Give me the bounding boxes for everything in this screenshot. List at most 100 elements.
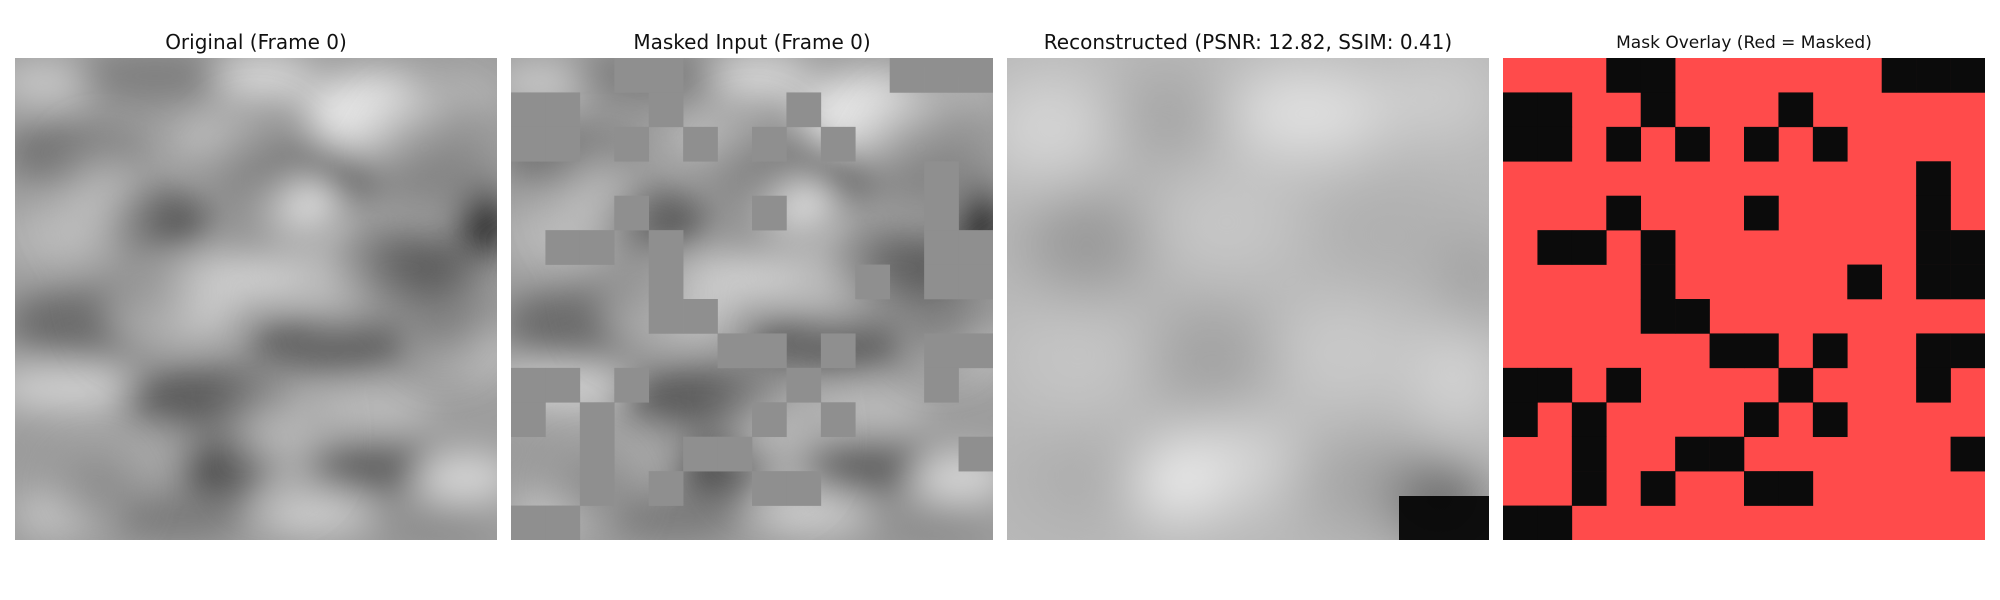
visible-block: [1606, 368, 1641, 403]
visible-block: [1606, 127, 1641, 162]
visible-block: [1572, 471, 1607, 506]
visible-block: [1641, 265, 1676, 300]
masked-input-panel: Masked Input (Frame 0): [511, 0, 993, 600]
masked-block: [752, 196, 787, 231]
visible-block: [1951, 230, 1985, 265]
visible-block: [1710, 333, 1745, 368]
masked-block: [580, 471, 615, 506]
masked-block: [752, 471, 787, 506]
visible-block: [1537, 230, 1572, 265]
visible-block: [1778, 92, 1813, 127]
visible-block: [1847, 265, 1882, 300]
masked-block: [959, 265, 993, 300]
visible-block: [1778, 368, 1813, 403]
masked-block: [683, 437, 718, 472]
masked-block: [649, 299, 684, 334]
masked-block: [545, 506, 580, 540]
masked-block: [511, 92, 546, 127]
visible-block: [1951, 265, 1985, 300]
reconstructed-texture: [1007, 58, 1489, 540]
masked-block: [545, 127, 580, 162]
original-image: [15, 58, 497, 540]
visible-block: [1503, 402, 1538, 437]
visible-block: [1916, 368, 1951, 403]
visible-block: [1503, 506, 1538, 540]
masked-block: [511, 506, 546, 540]
visible-block: [1813, 402, 1848, 437]
visible-block: [1606, 58, 1641, 93]
masked-block: [614, 368, 649, 403]
masked-block: [649, 92, 684, 127]
reconstructed-image: [1007, 58, 1489, 540]
visible-block: [1813, 333, 1848, 368]
visible-block: [1916, 333, 1951, 368]
visible-block: [1675, 299, 1710, 334]
original-title: Original (Frame 0): [15, 30, 497, 54]
masked-block: [924, 196, 959, 231]
visible-block: [1641, 471, 1676, 506]
masked-block: [959, 58, 993, 93]
masked-block: [545, 92, 580, 127]
masked-input-texture: [511, 58, 993, 540]
masked-block: [821, 402, 856, 437]
masked-block: [924, 161, 959, 196]
visible-block: [1572, 230, 1607, 265]
masked-block: [614, 196, 649, 231]
masked-block: [545, 368, 580, 403]
masked-block: [821, 127, 856, 162]
masked-block: [786, 471, 821, 506]
dark-corner-block: [1399, 496, 1489, 540]
visible-block: [1537, 506, 1572, 540]
masked-input-title: Masked Input (Frame 0): [511, 30, 993, 54]
visible-block: [1710, 437, 1745, 472]
masked-block: [752, 333, 787, 368]
visible-block: [1916, 230, 1951, 265]
masked-input-image: [511, 58, 993, 540]
visible-block: [1882, 58, 1917, 93]
visible-block: [1951, 333, 1985, 368]
masked-block: [924, 58, 959, 93]
masked-block: [890, 58, 925, 93]
visible-block: [1675, 127, 1710, 162]
masked-block: [786, 92, 821, 127]
masked-block: [718, 333, 753, 368]
reconstructed-panel: Reconstructed (PSNR: 12.82, SSIM: 0.41): [1007, 0, 1489, 600]
visible-block: [1537, 92, 1572, 127]
masked-block: [614, 127, 649, 162]
visible-block: [1916, 58, 1951, 93]
masked-block: [580, 230, 615, 265]
masked-block: [683, 299, 718, 334]
original-texture: [15, 58, 497, 540]
masked-block: [924, 230, 959, 265]
masked-block: [614, 58, 649, 93]
mask-overlay-grid: [1503, 58, 1985, 540]
visible-block: [1503, 127, 1538, 162]
masked-block: [718, 437, 753, 472]
mask-overlay-title: Mask Overlay (Red = Masked): [1503, 33, 1985, 53]
visible-block: [1641, 299, 1676, 334]
visible-block: [1572, 402, 1607, 437]
masked-block: [511, 368, 546, 403]
masked-block: [545, 230, 580, 265]
masked-block: [580, 437, 615, 472]
masked-block: [855, 265, 890, 300]
visible-block: [1951, 437, 1985, 472]
visible-block: [1778, 471, 1813, 506]
visible-block: [1537, 368, 1572, 403]
visible-block: [1675, 437, 1710, 472]
visible-block: [1916, 196, 1951, 231]
visible-block: [1503, 368, 1538, 403]
masked-block: [511, 402, 546, 437]
masked-block: [511, 127, 546, 162]
masked-block: [683, 127, 718, 162]
masked-block: [959, 333, 993, 368]
visible-block: [1951, 58, 1985, 93]
visible-block: [1503, 92, 1538, 127]
visible-block: [1537, 127, 1572, 162]
masked-block: [959, 230, 993, 265]
mask-overlay-image: [1503, 58, 1985, 540]
visible-block: [1744, 333, 1779, 368]
masked-block: [649, 265, 684, 300]
visible-block: [1572, 437, 1607, 472]
visible-block: [1641, 92, 1676, 127]
